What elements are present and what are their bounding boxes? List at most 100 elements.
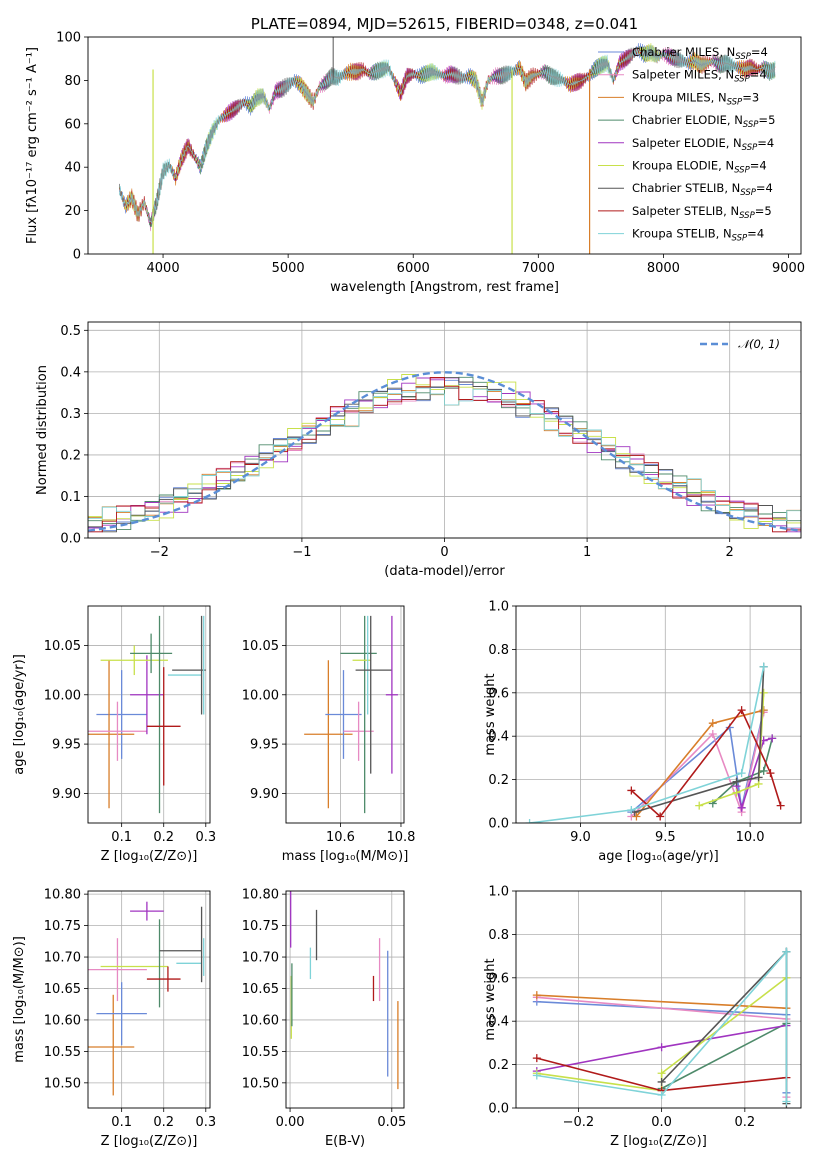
legend-entry-n: N	[723, 227, 732, 241]
x-tick-label: 8000	[647, 261, 680, 276]
y-tick-label: 10.50	[44, 1076, 81, 1091]
y-tick-label: 1.0	[488, 600, 509, 615]
axes-frame	[285, 890, 405, 1109]
x-axis-label: (data-model)/error	[384, 564, 505, 579]
x-tick-label: 9.5	[655, 830, 676, 845]
x-tick-label: 9.0	[570, 830, 591, 845]
legend-entry-n: N	[734, 113, 743, 127]
y-axis-label: mass weight	[483, 958, 498, 1040]
x-tick-label: 0.2	[153, 1115, 174, 1130]
weight-marker	[708, 730, 717, 739]
legend-entry-name: Salpeter ELODIE	[632, 136, 726, 150]
x-tick-label: −2	[150, 545, 169, 560]
legend-entry-nssp: 5	[768, 113, 775, 127]
y-tick-label: 0.2	[488, 1058, 509, 1073]
y-tick-label: 0.8	[488, 928, 509, 943]
y-tick-label: 40	[64, 161, 81, 176]
legend-entry-eq: =	[750, 159, 760, 173]
axes-frame	[87, 890, 211, 1109]
legend-entry-eq: =	[755, 204, 765, 218]
axes-frame	[285, 605, 405, 824]
weight-marker	[695, 801, 704, 810]
legend-entry: Kroupa ELODIE, NSSP=4	[632, 159, 767, 176]
panel-mass-vs-Z: 0.1 0.2 0.3 10.50 10.55 10.60 10.65 10.70 10.75 1…	[12, 888, 216, 1149]
y-tick-label: 10.00	[44, 688, 81, 703]
legend-entry-sep: ,	[727, 113, 734, 127]
legend-entry-sub: SSP	[739, 211, 755, 221]
weight-marker	[708, 719, 717, 728]
weight-marker	[768, 734, 777, 743]
legend-entry-name: Chabrier MILES	[632, 45, 719, 59]
plot-area	[88, 371, 801, 533]
legend-entry-n: N	[718, 90, 727, 104]
y-axis-label: Flux [fλ10⁻¹⁷ erg cm⁻² s⁻¹ A⁻¹]	[25, 47, 40, 244]
y-tick-label: 10.75	[242, 919, 279, 934]
weight-marker	[525, 819, 534, 823]
legend-entry-sub: SSP	[727, 97, 743, 107]
legend-entry-n: N	[725, 159, 734, 173]
legend-entry-n: N	[727, 45, 736, 59]
y-tick-label: 10.60	[242, 1013, 279, 1028]
x-tick-label: 0.3	[195, 1115, 216, 1130]
weight-marker	[766, 769, 775, 778]
plot-area	[88, 615, 206, 814]
axes-frame	[515, 605, 802, 824]
weight-marker	[759, 766, 768, 775]
axes-frame	[515, 890, 802, 1109]
legend-entry-eq: =	[758, 113, 768, 127]
x-tick-label: 7000	[522, 261, 555, 276]
x-tick-label: −1	[292, 545, 311, 560]
y-tick-label: 0.4	[488, 730, 509, 745]
legend-entry-sep: ,	[719, 45, 726, 59]
legend-entry-nssp: 3	[752, 90, 759, 104]
legend-entry-eq: =	[742, 90, 752, 104]
legend-entry-sub: SSP	[743, 120, 759, 130]
y-axis-label: mass [log₁₀(M/M⊙)]	[12, 936, 27, 1063]
x-tick-label: 10.8	[386, 830, 415, 845]
x-tick-label: 0	[440, 545, 448, 560]
legend-entry-sep: ,	[723, 204, 730, 218]
y-tick-label: 10.00	[242, 688, 279, 703]
legend-entry-name: Kroupa MILES	[632, 90, 711, 104]
y-tick-label: 0.2	[60, 448, 81, 463]
legend-entry-nssp: 4	[759, 159, 766, 173]
weight-marker	[782, 947, 791, 956]
weight-marker	[782, 1097, 791, 1106]
weight-marker	[732, 777, 741, 786]
weight-line	[712, 738, 773, 805]
x-axis-label: Z [log₁₀(Z/Z⊙)]	[101, 849, 198, 864]
weight-marker	[656, 812, 665, 821]
weight-marker	[532, 991, 541, 1000]
x-axis-label: age [log₁₀(age/yr)]	[598, 849, 719, 864]
weight-marker	[532, 1054, 541, 1063]
y-tick-label: 10.50	[242, 1076, 279, 1091]
legend-entry: 𝒩(0, 1)	[738, 337, 780, 351]
spectrum-line	[118, 45, 776, 224]
plot-area	[88, 901, 205, 1096]
weight-marker	[737, 769, 746, 778]
y-tick-label: 0.6	[488, 686, 509, 701]
weight-marker	[737, 803, 746, 812]
weight-line	[735, 737, 773, 811]
x-tick-label: −0.2	[563, 1115, 595, 1130]
y-tick-label: 0.4	[488, 1015, 509, 1030]
x-tick-label: 10.0	[736, 830, 765, 845]
x-tick-label: 0.0	[651, 1115, 672, 1130]
weight-marker	[627, 786, 636, 795]
histogram-series	[88, 377, 801, 533]
y-tick-label: 9.90	[52, 787, 81, 802]
axes-frame	[87, 605, 211, 824]
legend-entry-nssp: 4	[761, 45, 768, 59]
weight-marker	[657, 1043, 666, 1052]
y-tick-label: 0.4	[60, 365, 81, 380]
x-tick-label: 4000	[147, 261, 180, 276]
weight-marker	[776, 801, 785, 810]
y-tick-label: 10.65	[242, 982, 279, 997]
legend-entry-nssp: 4	[766, 181, 773, 195]
legend-entry: Kroupa STELIB, NSSP=4	[632, 227, 764, 244]
legend-entry-sub: SSP	[740, 188, 756, 198]
plot-area	[118, 37, 776, 254]
legend-entry-nssp: 4	[767, 136, 774, 150]
y-tick-label: 10.80	[44, 888, 81, 903]
